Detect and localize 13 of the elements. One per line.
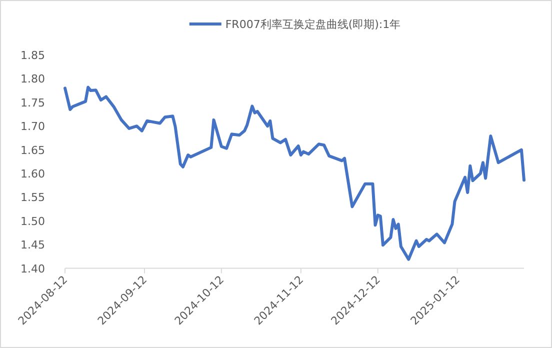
y-tick-label: 1.45: [20, 238, 45, 252]
y-tick-label: 1.75: [20, 96, 45, 110]
y-tick-label: 1.70: [20, 120, 45, 134]
y-tick-label: 1.50: [20, 214, 45, 228]
y-tick-label: 1.55: [20, 191, 45, 204]
y-tick-label: 1.40: [20, 262, 45, 276]
line-series: [64, 86, 526, 261]
legend-label: FR007利率互换定盘曲线(即期):1年: [225, 18, 401, 31]
y-tick-label: 1.85: [20, 49, 45, 62]
y-tick-label: 1.60: [20, 168, 45, 180]
y-tick-label: 1.65: [20, 144, 45, 157]
legend: FR007利率互换定盘曲线(即期):1年: [189, 18, 401, 31]
y-tick-label: 1.80: [20, 72, 45, 86]
